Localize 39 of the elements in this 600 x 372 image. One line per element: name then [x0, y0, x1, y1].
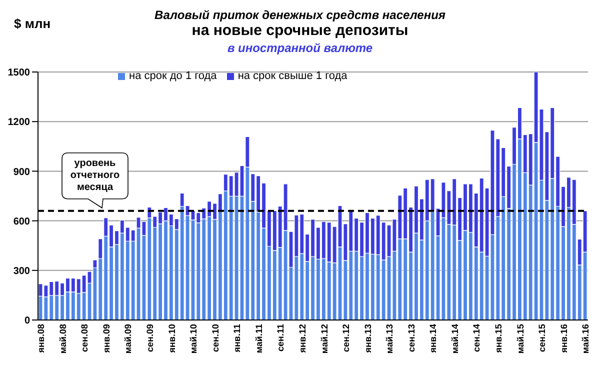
- x-tick-label: май.12: [319, 324, 330, 354]
- x-tick-label: май.08: [58, 324, 68, 354]
- chart-title: Валовый приток денежных средств населения: [154, 8, 446, 22]
- y-tick-label: 1200: [8, 117, 30, 128]
- y-tick-label: 1500: [8, 68, 30, 79]
- x-tick-label: май.16: [580, 324, 591, 354]
- x-tick-label: янв.12: [298, 324, 308, 353]
- legend-label: на срок до 1 года: [129, 70, 217, 82]
- x-tick-label: сен.08: [80, 324, 90, 352]
- x-tick-label: янв.11: [232, 324, 242, 352]
- x-tick-label: янв.15: [494, 324, 504, 353]
- x-tick-label: янв.14: [428, 324, 438, 353]
- text: в иностранной валюте: [226, 41, 374, 55]
- ref-line-label: уровень отчетного месяца: [70, 158, 120, 193]
- x-tick-label: янв.08: [36, 324, 46, 353]
- x-tick-label: сен.10: [210, 324, 220, 352]
- chart-subtitle: на новые срочные депозиты: [192, 22, 408, 39]
- y-tick-label: 0: [24, 316, 30, 327]
- y-tick-label: 300: [13, 266, 30, 277]
- y-axis-title: $ млн: [14, 16, 51, 31]
- x-tick-label: май.10: [188, 324, 199, 354]
- x-tick-label: сен.12: [341, 324, 352, 352]
- y-tick-label: 900: [13, 166, 30, 178]
- x-tick-label: янв.16: [558, 324, 569, 353]
- x-tick-label: сен.11: [276, 324, 286, 352]
- x-tick-label: янв.09: [101, 324, 112, 353]
- x-tick-label: сен.13: [406, 324, 416, 352]
- y-tick-label: 600: [13, 216, 30, 228]
- x-tick-label: май.11: [254, 324, 264, 354]
- x-tick-label: сен.09: [145, 324, 156, 352]
- x-tick-label: май.09: [123, 324, 134, 354]
- x-tick-label: май.15: [515, 324, 526, 354]
- x-tick-label: май.13: [384, 324, 395, 354]
- x-tick-label: янв.10: [166, 324, 177, 353]
- x-tick-label: сен.14: [472, 324, 482, 352]
- x-tick-label: янв.13: [362, 324, 373, 353]
- legend-label: на срок свыше 1 года: [238, 70, 348, 82]
- x-tick-label: сен.15: [537, 324, 548, 352]
- x-tick-label: май.14: [450, 324, 460, 354]
